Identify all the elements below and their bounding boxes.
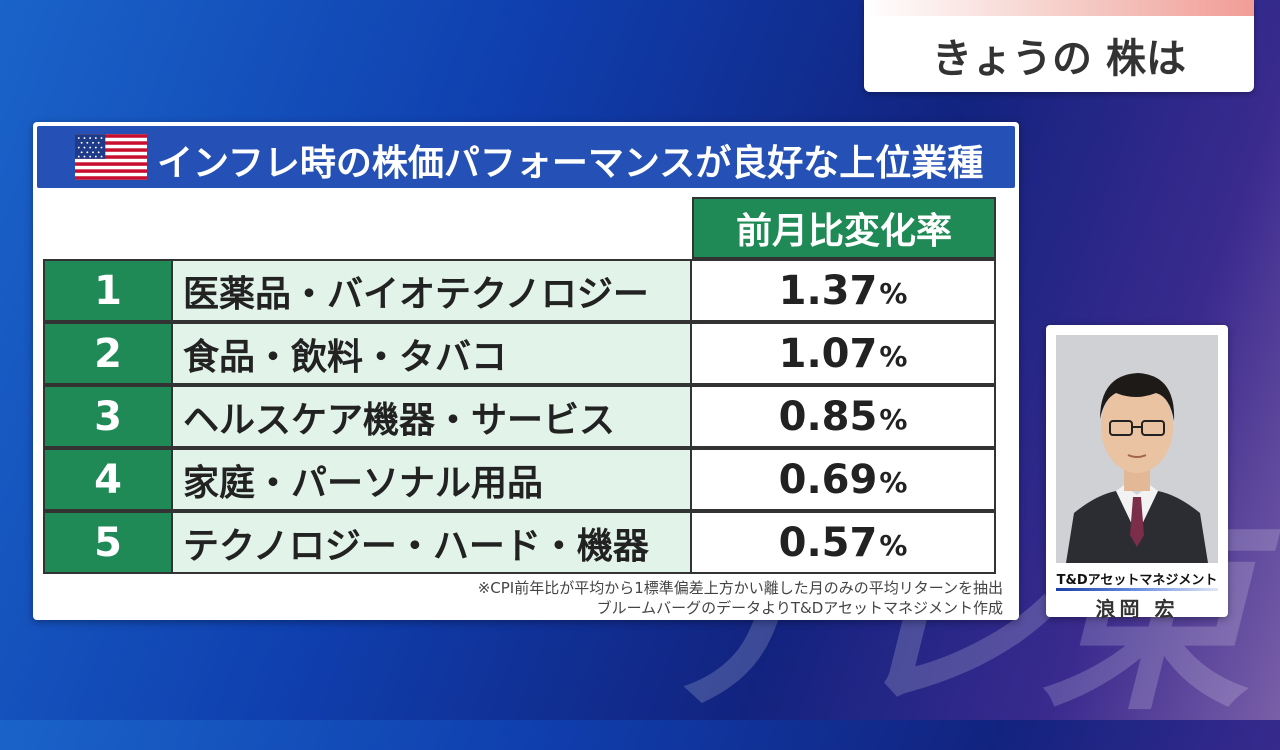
- value-cell: 0.57%: [690, 511, 996, 574]
- presenter-card: T&Dアセットマネジメント 浪岡 宏: [1046, 325, 1228, 621]
- value-cell: 1.07%: [690, 322, 996, 385]
- column-header-change-rate: 前月比変化率: [692, 197, 996, 259]
- us-flag-icon: [75, 134, 147, 180]
- rank-cell: 1: [43, 259, 173, 322]
- table-row: 4 家庭・パーソナル用品 0.69%: [43, 448, 996, 511]
- value-unit: %: [879, 529, 908, 562]
- sector-cell: ヘルスケア機器・サービス: [171, 385, 692, 448]
- value-unit: %: [879, 403, 908, 436]
- rank-cell: 3: [43, 385, 173, 448]
- segment-label: きょうの 株は: [864, 0, 1254, 92]
- value-number: 0.69: [778, 456, 878, 503]
- sector-cell: テクノロジー・ハード・機器: [171, 511, 692, 574]
- sector-cell: 食品・飲料・タバコ: [171, 322, 692, 385]
- rank-cell: 2: [43, 322, 173, 385]
- presenter-portrait: [1056, 335, 1218, 563]
- value-cell: 0.69%: [690, 448, 996, 511]
- value-number: 0.85: [778, 393, 878, 440]
- panel-title: インフレ時の株価パフォーマンスが良好な上位業種: [157, 143, 984, 184]
- sector-cell: 医薬品・バイオテクノロジー: [171, 259, 692, 322]
- table-row: 1 医薬品・バイオテクノロジー 1.37%: [43, 259, 996, 322]
- table-row: 5 テクノロジー・ハード・機器 0.57%: [43, 511, 996, 574]
- presenter-name: 浪岡 宏: [1095, 597, 1179, 621]
- panel-header: インフレ時の株価パフォーマンスが良好な上位業種: [37, 126, 1015, 188]
- rank-cell: 5: [43, 511, 173, 574]
- value-unit: %: [879, 277, 908, 310]
- value-number: 1.37: [778, 267, 878, 314]
- footnote-method: ※CPI前年比が平均から1標準偏差上方かい離した月のみの平均リターンを抽出: [477, 579, 1003, 597]
- value-unit: %: [879, 340, 908, 373]
- presenter-photo: [1056, 335, 1218, 563]
- value-number: 1.07: [778, 330, 878, 377]
- table-row: 2 食品・飲料・タバコ 1.07%: [43, 322, 996, 385]
- value-number: 0.57: [778, 519, 878, 566]
- presenter-company: T&Dアセットマネジメント: [1056, 573, 1218, 588]
- segment-title: きょうの 株は: [932, 36, 1186, 82]
- table-row: 3 ヘルスケア機器・サービス 0.85%: [43, 385, 996, 448]
- value-cell: 1.37%: [690, 259, 996, 322]
- company-underline: [1056, 588, 1218, 591]
- segment-accent-bar: [864, 0, 1254, 16]
- sector-cell: 家庭・パーソナル用品: [171, 448, 692, 511]
- rank-cell: 4: [43, 448, 173, 511]
- value-unit: %: [879, 466, 908, 499]
- value-cell: 0.85%: [690, 385, 996, 448]
- footnote-source: ブルームバーグのデータよりT&Dアセットマネジメント作成: [596, 599, 1003, 617]
- ranking-table: 1 医薬品・バイオテクノロジー 1.37% 2 食品・飲料・タバコ 1.07% …: [43, 259, 996, 574]
